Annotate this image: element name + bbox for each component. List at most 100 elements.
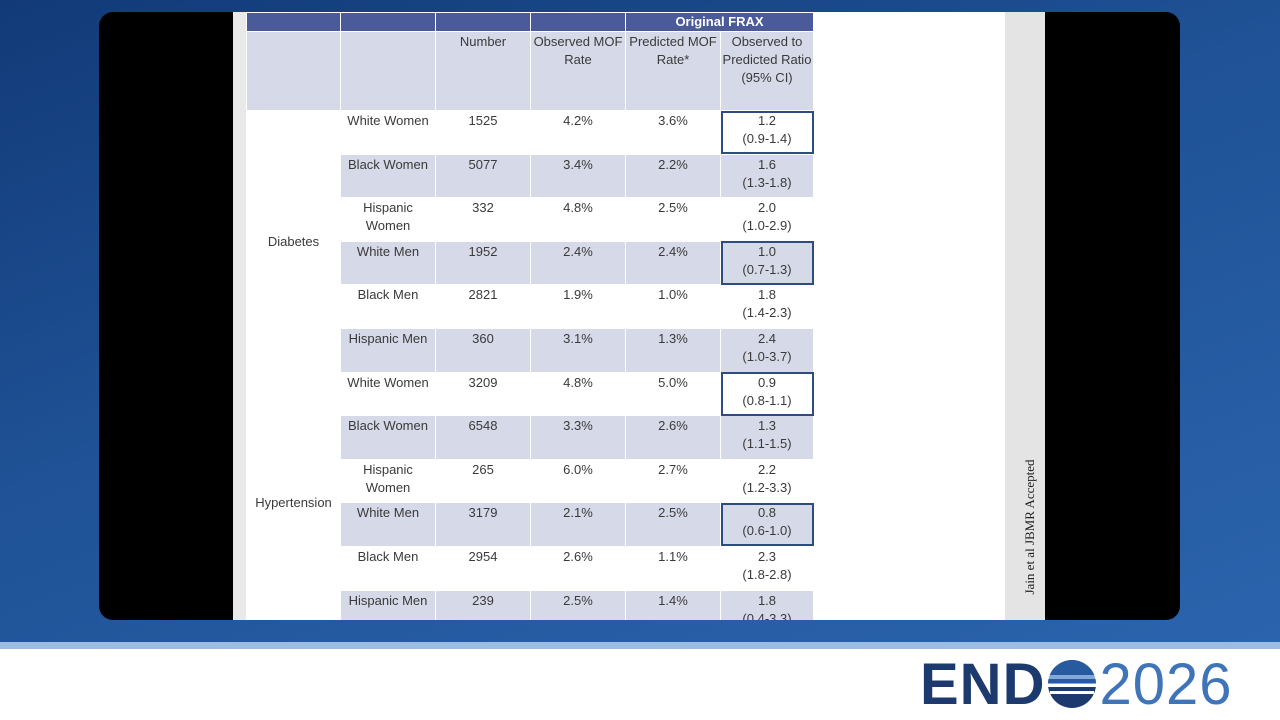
observed-rate: 4.8% [530, 371, 626, 417]
observed-rate: 2.4% [530, 240, 626, 286]
observed-rate: 3.3% [530, 415, 626, 460]
column-header: Observed MOF Rate [530, 31, 626, 111]
ratio: 0.9 [757, 374, 777, 390]
ratio-cell: 1.2 (0.9-1.4) [720, 110, 814, 155]
number: 3209 [435, 371, 531, 417]
predicted-rate: 2.5% [625, 197, 721, 242]
data-row: Hispanic Women 332 4.8% 2.5% 2.0 (1.0-2.9) [247, 197, 814, 242]
header-cell [340, 12, 436, 32]
data-row: Diabetes White Women 1525 4.2% 3.6% 1.2 (0.9-1… [246, 110, 814, 373]
data-row: Black Men 2954 2.6% 1.1% 2.3 (1.8-2.8) [247, 545, 814, 591]
ratio-cell: 1.6 (1.3-1.8) [720, 153, 814, 199]
number: 1525 [435, 110, 531, 155]
subgroup: Hispanic Men [340, 327, 436, 373]
logo-right: 2026 [1099, 651, 1233, 717]
ci: (1.2-3.3) [742, 479, 792, 495]
ci: (0.7-1.3) [742, 261, 792, 277]
subgroup: Hispanic Women [340, 197, 436, 242]
header-cell [246, 31, 341, 111]
ci: (0.4-3.3) [742, 610, 792, 620]
data-row: Black Women 5077 3.4% 2.2% 1.6 (1.3-1.8) [247, 153, 814, 199]
margin [233, 12, 246, 620]
data-row: Hispanic Men 360 3.1% 1.3% 2.4 (1.0-3.7) [247, 327, 814, 373]
observed-rate: 2.5% [530, 589, 626, 620]
header-cell [435, 12, 531, 32]
predicted-rate: 1.3% [625, 327, 721, 373]
ratio: 1.0 [757, 243, 777, 259]
ratio-cell: 0.8 (0.6-1.0) [720, 502, 814, 547]
number: 2954 [435, 545, 531, 591]
subgroup: White Men [340, 240, 436, 286]
subgroup: White Women [340, 110, 436, 155]
observed-rate: 3.1% [530, 327, 626, 373]
group-label: Hypertension [246, 371, 341, 620]
ratio: 2.3 [757, 548, 777, 564]
ratio-cell: 0.9 (0.8-1.1) [720, 371, 814, 417]
ci: (0.6-1.0) [742, 523, 792, 539]
ratio-cell: 1.0 (0.7-1.3) [720, 240, 814, 286]
ratio-cell: 2.4 (1.0-3.7) [720, 327, 814, 373]
ci: (1.0-2.9) [742, 218, 792, 234]
table: Original FRAX Number Observed MOF Rate Pred… [246, 12, 814, 620]
header-row: Number Observed MOF Rate Predicted MOF Rat… [246, 31, 814, 111]
header-cell [246, 12, 341, 32]
margin [1005, 12, 1045, 620]
predicted-rate: 2.4% [625, 240, 721, 286]
predicted-rate: 1.1% [625, 545, 721, 591]
column-header: Observed to Predicted Ratio (95% CI) [720, 31, 814, 111]
ci: (1.0-3.7) [742, 348, 792, 364]
number: 3179 [435, 502, 531, 547]
predicted-rate: 1.4% [625, 589, 721, 620]
logo: END 2026 [920, 651, 1233, 717]
data-row: Hypertension White Women 3209 4.8% 5.0% 0.9 (0… [246, 371, 814, 620]
data-row: Black Men 2821 1.9% 1.0% 1.8 (1.4-2.3) [247, 284, 814, 329]
ratio: 2.2 [757, 461, 777, 477]
subgroup: Black Women [340, 415, 436, 460]
stripe [0, 642, 1280, 649]
ratio-cell: 1.8 (1.4-2.3) [720, 284, 814, 329]
ratio: 2.4 [757, 330, 777, 346]
column-header: Number [435, 31, 531, 111]
ratio-cell: 1.8 (0.4-3.3) [720, 589, 814, 620]
ratio-cell: 2.2 (1.2-3.3) [720, 458, 814, 504]
ci: (1.1-1.5) [742, 436, 792, 452]
number: 360 [435, 327, 531, 373]
ratio-cell: 2.0 (1.0-2.9) [720, 197, 814, 242]
ci: (0.9-1.4) [742, 131, 792, 146]
ratio: 1.8 [757, 287, 777, 303]
observed-rate: 4.8% [530, 197, 626, 242]
ratio: 0.8 [757, 505, 777, 521]
ratio-cell: 2.3 (1.8-2.8) [720, 545, 814, 591]
column-header: Predicted MOF Rate* [625, 31, 721, 111]
ratio: 1.2 [757, 113, 777, 128]
ratio: 1.3 [757, 418, 777, 434]
ratio-cell: 1.3 (1.1-1.5) [720, 415, 814, 460]
number: 6548 [435, 415, 531, 460]
predicted-rate: 2.2% [625, 153, 721, 199]
header-cell [530, 12, 626, 32]
side-note: Jain et al JBMR Accepted [1022, 459, 1037, 595]
subgroup: Black Men [340, 545, 436, 591]
observed-rate: 2.6% [530, 545, 626, 591]
logo-globe [1048, 660, 1097, 708]
number: 2821 [435, 284, 531, 329]
observed-rate: 1.9% [530, 284, 626, 329]
subgroup: Black Men [340, 284, 436, 329]
ratio: 1.6 [757, 156, 777, 172]
header-top: Original FRAX [625, 12, 814, 32]
number: 5077 [435, 153, 531, 199]
header-cell [340, 31, 436, 111]
number: 265 [435, 458, 531, 504]
subgroup: White Women [340, 371, 436, 417]
observed-rate: 4.2% [530, 110, 626, 155]
observed-rate: 6.0% [530, 458, 626, 504]
ci: (0.8-1.1) [742, 392, 792, 408]
data-row: White Men 3179 2.1% 2.5% 0.8 (0.6-1.0) [247, 502, 814, 547]
predicted-rate: 3.6% [625, 110, 721, 155]
ci: (1.4-2.3) [742, 305, 792, 321]
ratio: 2.0 [757, 200, 777, 216]
subgroup: White Men [340, 502, 436, 547]
predicted-rate: 1.0% [625, 284, 721, 329]
ratio: 1.8 [757, 592, 777, 608]
